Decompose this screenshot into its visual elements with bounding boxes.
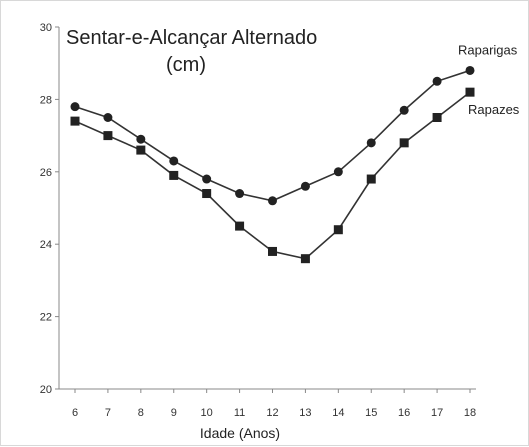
point-raparigas (136, 134, 146, 144)
point-rapazes (169, 170, 179, 180)
point-raparigas (169, 156, 179, 166)
point-raparigas (432, 76, 442, 86)
x-tick-label: 9 (171, 407, 177, 419)
point-rapazes (136, 145, 146, 155)
series-line-raparigas (74, 69, 471, 202)
point-raparigas (399, 105, 409, 115)
point-raparigas (103, 113, 113, 122)
point-rapazes (399, 138, 409, 148)
x-axis-label: Idade (Anos) (200, 425, 280, 441)
point-raparigas (366, 138, 376, 148)
point-raparigas (268, 196, 277, 206)
point-raparigas (202, 174, 212, 184)
point-rapazes (268, 246, 277, 256)
point-rapazes (202, 189, 212, 199)
y-tick-label: 30 (40, 22, 52, 34)
point-rapazes (465, 87, 475, 97)
point-rapazes (366, 174, 376, 184)
point-rapazes (333, 225, 343, 235)
y-tick-label: 24 (40, 239, 52, 251)
chart-title-line2: (cm) (166, 54, 206, 76)
point-raparigas (235, 189, 245, 199)
point-raparigas (70, 102, 80, 112)
point-rapazes (103, 131, 113, 141)
x-tick-label: 11 (234, 407, 245, 419)
point-raparigas (333, 167, 343, 177)
series-line-rapazes (74, 91, 471, 260)
x-tick-label: 13 (299, 407, 311, 419)
x-tick-label: 12 (266, 407, 278, 419)
x-tick-label: 8 (138, 407, 144, 419)
series-label-rapazes: Rapazes (468, 102, 520, 117)
chart-title-line1: Sentar-e-Alcançar Alternado (66, 27, 317, 49)
y-tick-label: 20 (40, 384, 52, 396)
point-raparigas (465, 65, 475, 75)
x-tick-label: 17 (431, 407, 443, 419)
y-tick-label: 26 (40, 167, 52, 179)
x-tick-label: 16 (398, 407, 410, 419)
x-tick-label: 10 (201, 407, 213, 419)
y-tick-label: 22 (40, 312, 52, 324)
point-rapazes (300, 254, 310, 264)
point-rapazes (235, 221, 245, 231)
point-raparigas (300, 181, 310, 191)
x-tick-label: 18 (464, 407, 476, 419)
point-rapazes (432, 113, 442, 122)
x-tick-label: 14 (332, 407, 344, 419)
series-label-raparigas: Raparigas (458, 42, 518, 57)
y-tick-label: 28 (40, 94, 52, 106)
point-rapazes (70, 116, 80, 126)
x-tick-label: 6 (72, 407, 78, 419)
x-tick-label: 15 (365, 407, 377, 419)
x-tick-label: 7 (105, 407, 111, 419)
